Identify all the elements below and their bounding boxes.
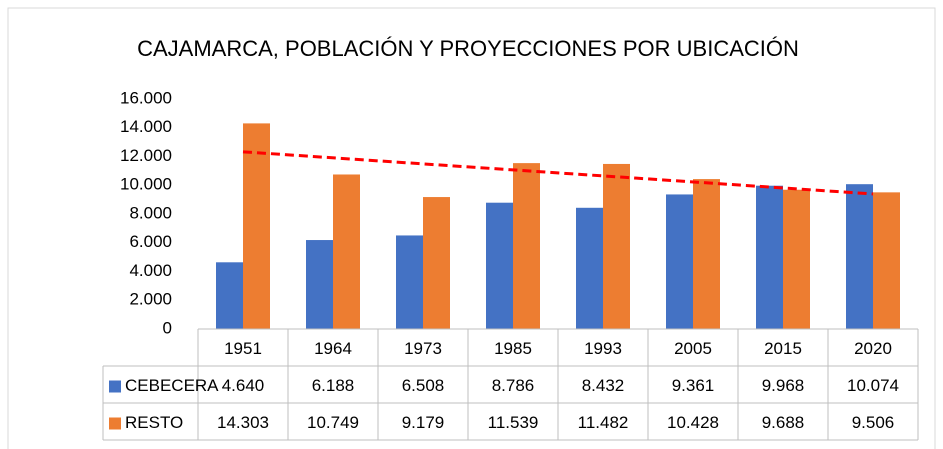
data-label: 6.188: [312, 376, 355, 395]
data-label: 9.968: [762, 376, 805, 395]
data-label: 8.432: [582, 376, 625, 395]
legend-swatch: [109, 417, 121, 430]
data-label: 8.786: [492, 376, 535, 395]
trendline: [242, 150, 874, 196]
bar: [783, 189, 810, 329]
y-tick-label: 8.000: [129, 203, 172, 222]
data-label: 9.361: [672, 376, 715, 395]
x-tick-label: 1985: [494, 339, 532, 358]
bar: [396, 235, 423, 329]
x-tick-label: 1973: [404, 339, 442, 358]
bar: [576, 207, 603, 329]
data-label: 14.303: [217, 413, 269, 432]
y-tick-label: 2.000: [129, 290, 172, 309]
x-tick-label: 1951: [224, 339, 262, 358]
x-tick-label: 1964: [314, 339, 352, 358]
bar: [216, 262, 243, 329]
x-tick-label: 2015: [764, 339, 802, 358]
bar: [846, 184, 873, 329]
bar: [603, 163, 630, 329]
legend-label: CEBECERA: [125, 376, 219, 395]
bar: [756, 185, 783, 329]
data-label: 10.428: [667, 413, 719, 432]
legend-swatch: [109, 380, 121, 393]
y-tick-label: 6.000: [129, 232, 172, 251]
y-tick-label: 0: [163, 318, 172, 337]
bar: [423, 197, 450, 329]
legend-label: RESTO: [125, 413, 183, 432]
data-label: 6.508: [402, 376, 445, 395]
bar: [486, 202, 513, 329]
y-tick-label: 14.000: [120, 117, 172, 136]
y-tick-label: 4.000: [129, 261, 172, 280]
bar: [513, 163, 540, 329]
data-label: 10.749: [307, 413, 359, 432]
bar: [693, 179, 720, 329]
chart-frame: [7, 7, 936, 449]
data-label: 10.074: [847, 376, 899, 395]
x-tick-label: 2005: [674, 339, 712, 358]
y-tick-label: 16.000: [120, 88, 172, 107]
data-label: 11.539: [488, 413, 539, 432]
x-tick-label: 1993: [584, 339, 622, 358]
data-label: 4.640: [222, 376, 265, 395]
y-tick-label: 12.000: [120, 146, 172, 165]
y-tick-label: 10.000: [120, 175, 172, 194]
bar: [333, 174, 360, 329]
bar: [306, 240, 333, 329]
bar: [666, 194, 693, 329]
data-label: 11.482: [578, 413, 629, 432]
data-label: 9.688: [762, 413, 805, 432]
x-tick-label: 2020: [854, 339, 892, 358]
chart-title: CAJAMARCA, POBLACIÓN Y PROYECCIONES POR …: [137, 36, 799, 61]
bar: [243, 123, 270, 329]
bar: [873, 192, 900, 329]
data-label: 9.179: [402, 413, 445, 432]
data-label: 9.506: [852, 413, 895, 432]
